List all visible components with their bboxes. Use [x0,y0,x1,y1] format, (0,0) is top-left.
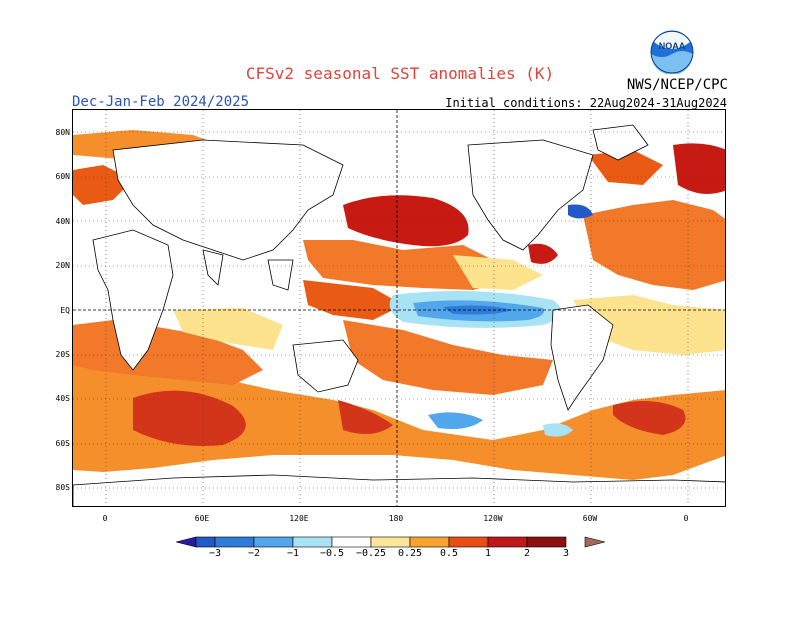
lat-label: 40S [55,394,70,403]
lat-label: 80S [55,483,70,492]
lon-label: 180 [388,514,404,523]
lat-label: 20S [55,350,70,359]
colorbar-tick-label: −0.25 [355,548,387,559]
lat-label: 40N [55,217,70,226]
colorbar-segment [253,536,294,548]
lon-label: 60E [194,514,210,523]
cool-anomaly-fields [389,204,593,437]
map-title: CFSv2 seasonal SST anomalies (K) [245,64,555,83]
east-pacific-light-warm [453,255,543,290]
colorbar-segment [292,536,333,548]
agency-label: NWS/NCEP/CPC [626,77,728,93]
south-pacific-cool [428,412,483,429]
lon-label: 60W [582,514,598,523]
colorbar-tick-label: −0.5 [319,548,345,559]
west-pacific-warm-pool [303,280,403,320]
colorbar-segment [331,536,372,548]
colorbar-tick-label: 0.25 [397,548,423,559]
india [202,249,224,286]
north-pacific-warm [303,240,513,290]
noaa-logo: NOAA [650,30,694,74]
colorbar-tick-label: −2 [247,548,261,559]
logo-text: NOAA [659,41,686,51]
antarctica [73,474,725,506]
australia [292,339,359,393]
colorbar-segment [214,536,255,548]
south-america [550,304,614,411]
africa [92,229,174,371]
lon-label: 0 [683,514,689,523]
colorbar-segment [370,536,411,548]
southern-ocean-warm-band [73,360,725,480]
lat-label: 60N [55,172,70,181]
south-atlantic-cool [543,423,573,437]
sst-anomaly-map [72,109,726,507]
south-indian-strong-warm [133,390,246,446]
gulf-stream-cool [568,204,593,219]
colorbar-tick-label: 1 [484,548,492,559]
equator-dateline [73,110,725,506]
northeast-atlantic-strong-warm [673,143,725,194]
southeast-asia [267,259,294,291]
north-america [467,139,594,251]
colorbar-tick-label: 2 [523,548,531,559]
colorbar-segment [448,536,489,548]
continents [73,124,725,506]
greenland [592,124,649,161]
warm-anomaly-fields [73,130,725,480]
colorbar-segment [487,536,528,548]
colorbar-tick-label: −3 [208,548,222,559]
graticule [73,110,725,506]
colorbar-segment [409,536,450,548]
season-label: Dec-Jan-Feb 2024/2025 [72,94,250,110]
lat-label: EQ [60,306,70,315]
eurasia [112,139,344,261]
colorbar-extend-low [175,536,197,548]
south-atlantic-strong-warm [613,401,686,435]
gulf-of-mexico-strong-warm [528,243,558,264]
colorbar-tick-label: −1 [286,548,300,559]
lat-label: 20N [55,261,70,270]
colorbar-extend-high [584,536,606,548]
colorbar-segment [195,536,216,548]
south-pacific-strong-warm [338,400,393,434]
lat-label: 80N [55,128,70,137]
lat-label: 60S [55,439,70,448]
south-pacific-warm [343,320,553,395]
lon-label: 120E [289,514,309,523]
north-atlantic-warm [583,200,725,290]
labrador-warm [588,150,663,185]
colorbar-tick-label: 3 [562,548,570,559]
indian-ocean-light-warm [173,308,283,350]
initial-conditions-label: Initial conditions: 22Aug2024-31Aug2024 [445,96,727,110]
lon-label: 120W [483,514,503,523]
lon-label: 0 [102,514,108,523]
colorbar-segment [526,536,567,548]
colorbar-tick-label: 0.5 [439,548,459,559]
